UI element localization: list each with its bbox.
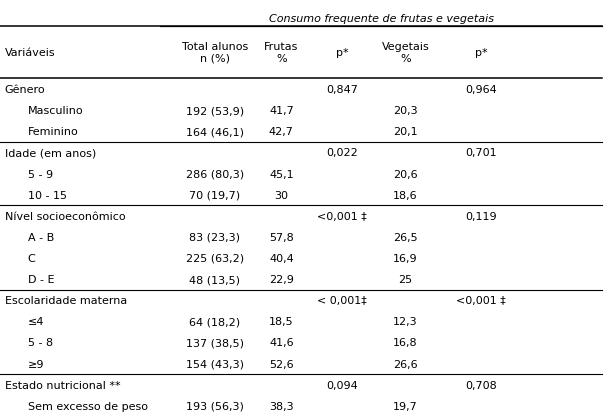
Text: Vegetais: Vegetais bbox=[382, 42, 429, 52]
Text: 26,6: 26,6 bbox=[393, 358, 417, 369]
Text: 18,5: 18,5 bbox=[269, 316, 293, 327]
Text: <0,001 ‡: <0,001 ‡ bbox=[456, 295, 506, 306]
Text: p*: p* bbox=[336, 48, 348, 58]
Text: 20,6: 20,6 bbox=[393, 169, 417, 179]
Text: 22,9: 22,9 bbox=[269, 274, 294, 285]
Text: 38,3: 38,3 bbox=[269, 401, 293, 411]
Text: C: C bbox=[28, 253, 36, 263]
Text: ≥9: ≥9 bbox=[28, 358, 44, 369]
Text: 20,3: 20,3 bbox=[393, 106, 417, 116]
Text: 30: 30 bbox=[274, 190, 289, 200]
Text: 5 - 8: 5 - 8 bbox=[28, 337, 53, 348]
Text: %: % bbox=[400, 54, 411, 64]
Text: Frutas: Frutas bbox=[264, 42, 298, 52]
Text: A - B: A - B bbox=[28, 232, 54, 242]
Text: 193 (56,3): 193 (56,3) bbox=[186, 401, 244, 411]
Text: Consumo frequente de frutas e vegetais: Consumo frequente de frutas e vegetais bbox=[269, 14, 494, 24]
Text: 16,9: 16,9 bbox=[393, 253, 417, 263]
Text: 0,964: 0,964 bbox=[465, 85, 497, 95]
Text: Estado nutricional **: Estado nutricional ** bbox=[5, 380, 120, 390]
Text: ≤4: ≤4 bbox=[28, 316, 44, 327]
Text: 5 - 9: 5 - 9 bbox=[28, 169, 53, 179]
Text: Masculino: Masculino bbox=[28, 106, 83, 116]
Text: 0,847: 0,847 bbox=[326, 85, 358, 95]
Text: 40,4: 40,4 bbox=[269, 253, 293, 263]
Text: Idade (em anos): Idade (em anos) bbox=[5, 148, 96, 158]
Text: 10 - 15: 10 - 15 bbox=[28, 190, 67, 200]
Text: 12,3: 12,3 bbox=[393, 316, 417, 327]
Text: 0,022: 0,022 bbox=[326, 148, 358, 158]
Text: Variáveis: Variáveis bbox=[5, 48, 56, 58]
Text: 0,701: 0,701 bbox=[465, 148, 497, 158]
Text: 26,5: 26,5 bbox=[393, 232, 417, 242]
Text: n (%): n (%) bbox=[200, 54, 230, 64]
Text: 0,119: 0,119 bbox=[465, 211, 497, 221]
Text: %: % bbox=[276, 54, 287, 64]
Text: 20,1: 20,1 bbox=[393, 127, 417, 137]
Text: <0,001 ‡: <0,001 ‡ bbox=[317, 211, 367, 221]
Text: 41,6: 41,6 bbox=[269, 337, 293, 348]
Text: D - E: D - E bbox=[28, 274, 54, 285]
Text: 41,7: 41,7 bbox=[269, 106, 293, 116]
Text: 19,7: 19,7 bbox=[393, 401, 417, 411]
Text: 154 (43,3): 154 (43,3) bbox=[186, 358, 244, 369]
Text: < 0,001‡: < 0,001‡ bbox=[317, 295, 367, 306]
Text: Gênero: Gênero bbox=[5, 85, 45, 95]
Text: 83 (23,3): 83 (23,3) bbox=[189, 232, 240, 242]
Text: 48 (13,5): 48 (13,5) bbox=[189, 274, 240, 285]
Text: 52,6: 52,6 bbox=[269, 358, 293, 369]
Text: 286 (80,3): 286 (80,3) bbox=[186, 169, 244, 179]
Text: 57,8: 57,8 bbox=[269, 232, 293, 242]
Text: Total alunos: Total alunos bbox=[182, 42, 248, 52]
Text: 225 (63,2): 225 (63,2) bbox=[186, 253, 244, 263]
Text: 0,094: 0,094 bbox=[326, 380, 358, 390]
Text: Escolaridade materna: Escolaridade materna bbox=[5, 295, 127, 306]
Text: 164 (46,1): 164 (46,1) bbox=[186, 127, 244, 137]
Text: 137 (38,5): 137 (38,5) bbox=[186, 337, 244, 348]
Text: 42,7: 42,7 bbox=[269, 127, 294, 137]
Text: Nível socioeconômico: Nível socioeconômico bbox=[5, 211, 125, 221]
Text: 25: 25 bbox=[398, 274, 413, 285]
Text: 70 (19,7): 70 (19,7) bbox=[189, 190, 240, 200]
Text: 64 (18,2): 64 (18,2) bbox=[189, 316, 240, 327]
Text: 192 (53,9): 192 (53,9) bbox=[186, 106, 244, 116]
Text: p*: p* bbox=[475, 48, 487, 58]
Text: Sem excesso de peso: Sem excesso de peso bbox=[28, 401, 148, 411]
Text: Feminino: Feminino bbox=[28, 127, 79, 137]
Text: 16,8: 16,8 bbox=[393, 337, 417, 348]
Text: 18,6: 18,6 bbox=[393, 190, 417, 200]
Text: 0,708: 0,708 bbox=[465, 380, 497, 390]
Text: 45,1: 45,1 bbox=[269, 169, 293, 179]
